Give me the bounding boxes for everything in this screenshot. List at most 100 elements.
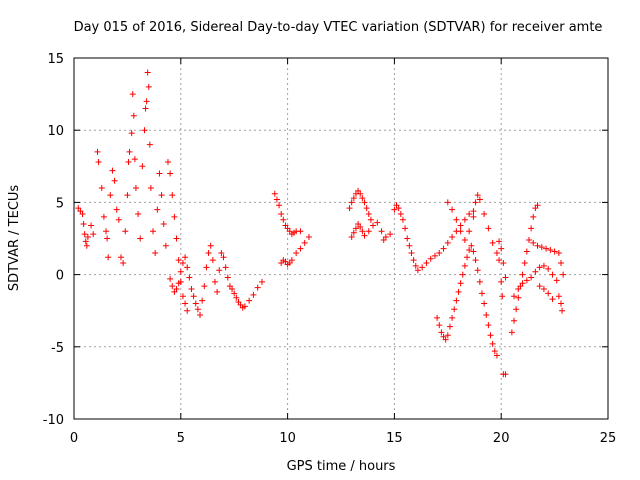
data-point [293,249,300,256]
data-point [528,274,535,281]
data-point [190,293,197,300]
data-point [94,148,101,155]
data-point [365,210,372,217]
data-point [487,332,494,339]
data-point [382,234,389,241]
data-point [470,208,477,215]
data-point [125,158,132,165]
data-point [402,225,409,232]
data-point [124,192,131,199]
data-point [528,225,535,232]
data-point [357,223,364,230]
data-point [523,248,530,255]
data-point [502,274,509,281]
data-point [348,234,355,241]
data-point [276,202,283,209]
data-point [361,232,368,239]
data-point [498,278,505,285]
data-point [216,267,223,274]
data-point [129,91,136,98]
data-point [169,283,176,290]
data-point [207,242,214,249]
data-point [511,293,518,300]
data-point [197,312,204,319]
y-tick-label: -5 [51,341,64,356]
data-point [549,271,556,278]
data-point [220,254,227,261]
data-point [363,205,370,212]
data-point [370,222,377,229]
data-point [427,255,434,262]
data-point [367,216,374,223]
data-point [194,306,201,313]
data-point [536,264,543,271]
data-point [233,294,240,301]
data-point [500,260,507,267]
data-point [478,290,485,297]
x-tick-label: 5 [177,431,185,446]
data-point [399,216,406,223]
data-point [461,216,468,223]
data-point [305,234,312,241]
data-point [476,196,483,203]
data-point [481,300,488,307]
data-point [536,283,543,290]
data-point [179,293,186,300]
data-point [175,257,182,264]
data-point [192,300,199,307]
data-point [511,317,518,324]
data-point [100,213,107,220]
data-point [457,280,464,287]
data-point [530,239,537,246]
data-point [111,177,118,184]
data-point [513,306,520,313]
data-point [139,163,146,170]
data-point [104,235,111,242]
data-point [80,221,87,228]
data-point [555,293,562,300]
data-point [254,284,261,291]
data-point [464,254,471,261]
data-point [278,210,285,217]
data-point [419,264,426,271]
data-point [199,297,206,304]
data-point [81,231,88,238]
data-point [113,206,120,213]
data-point [184,264,191,271]
data-point [515,294,522,301]
data-point [218,249,225,256]
data-point [525,236,532,243]
y-tick-label: 0 [56,269,64,284]
data-point [158,192,165,199]
y-tick-label: 15 [47,52,64,67]
grid [74,58,608,419]
data-point [498,245,505,252]
data-point [470,213,477,220]
data-point [434,314,441,321]
chart-title: Day 015 of 2016, Sidereal Day-to-day VTE… [74,20,603,35]
data-point [476,278,483,285]
data-point [472,199,479,206]
data-point [201,283,208,290]
data-point [444,332,451,339]
data-point [493,249,500,256]
data-point [229,286,236,293]
data-point [451,306,458,313]
data-point [105,254,112,261]
data-point [359,228,366,235]
data-point [455,288,462,295]
data-point [449,206,456,213]
data-point [466,247,473,254]
data-point [491,348,498,355]
data-point [412,262,419,269]
data-point [446,323,453,330]
data-point [553,277,560,284]
data-point [120,260,127,267]
data-point [489,340,496,347]
data-point [175,280,182,287]
data-point [90,231,97,238]
data-point [560,271,567,278]
data-point [481,210,488,217]
data-point [357,190,364,197]
data-point [82,238,89,245]
